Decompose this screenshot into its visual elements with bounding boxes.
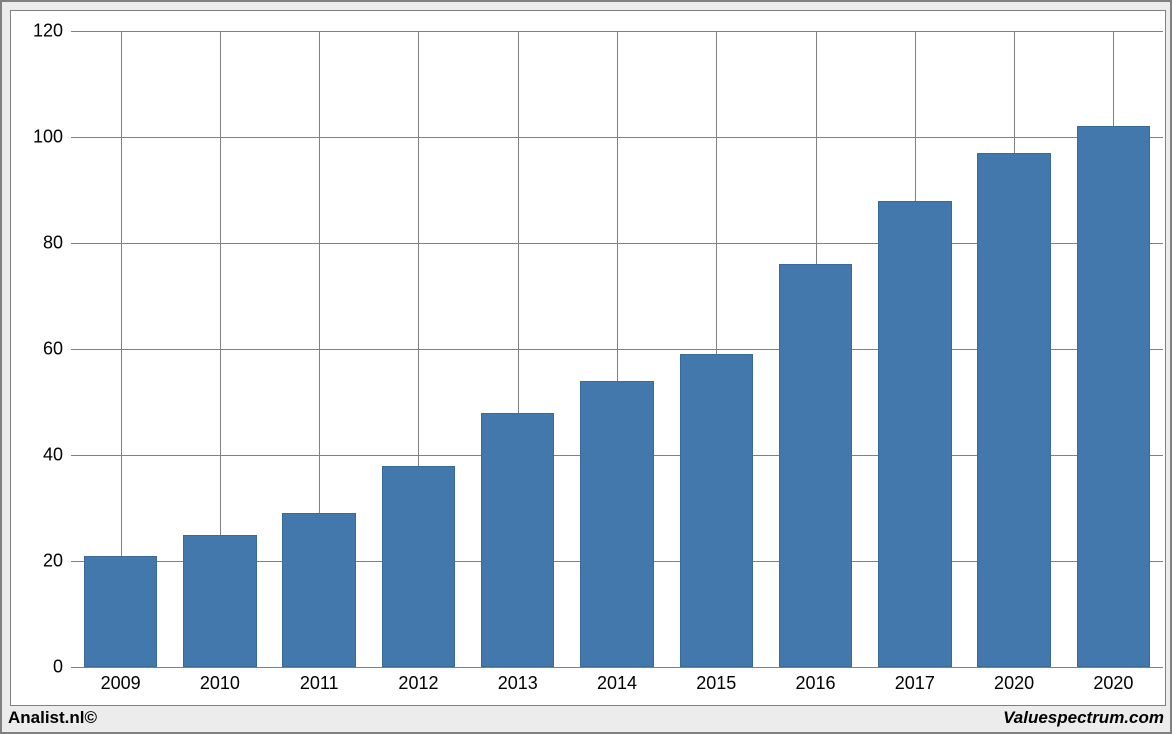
x-axis-tick-label: 2020 [1093, 673, 1133, 694]
x-axis-tick-label: 2015 [696, 673, 736, 694]
x-axis-tick-label: 2012 [398, 673, 438, 694]
x-axis-tick-label: 2014 [597, 673, 637, 694]
y-axis-tick-label: 20 [43, 551, 63, 572]
y-axis-tick-label: 80 [43, 233, 63, 254]
x-axis-tick-label: 2013 [498, 673, 538, 694]
x-axis-tick-label: 2009 [101, 673, 141, 694]
x-axis-tick-label: 2017 [895, 673, 935, 694]
x-axis-tick-label: 2011 [300, 673, 339, 694]
x-axis-tick-label: 2016 [796, 673, 836, 694]
bar [1077, 126, 1150, 667]
x-axis-tick-label: 2020 [994, 673, 1034, 694]
chart-panel: 0 20 40 60 80 100 120 2009 2010 2011 2012 2013 2014 2… [10, 10, 1166, 706]
bar [977, 153, 1050, 667]
bar [481, 413, 554, 667]
y-axis-tick-label: 100 [33, 127, 63, 148]
footer-left-credit: Analist.nl© [8, 708, 97, 728]
y-axis-tick-label: 120 [33, 21, 63, 42]
footer-right-credit: Valuespectrum.com [1003, 708, 1164, 728]
bar [580, 381, 653, 667]
bar [382, 466, 455, 667]
x-axis-tick-label: 2010 [200, 673, 240, 694]
bar [779, 264, 852, 667]
plot-area: 0204060801001202009201020112012201320142… [71, 31, 1163, 667]
bar [878, 201, 951, 667]
bar [680, 354, 753, 667]
bar [84, 556, 157, 667]
bar [183, 535, 256, 668]
y-axis-tick-label: 0 [53, 657, 63, 678]
chart-outer-frame: 0 20 40 60 80 100 120 2009 2010 2011 2012 2013 2014 2… [0, 0, 1172, 734]
bar [282, 513, 355, 667]
y-axis-tick-label: 40 [43, 445, 63, 466]
gridline-horizontal [71, 667, 1163, 668]
y-axis-tick-label: 60 [43, 339, 63, 360]
